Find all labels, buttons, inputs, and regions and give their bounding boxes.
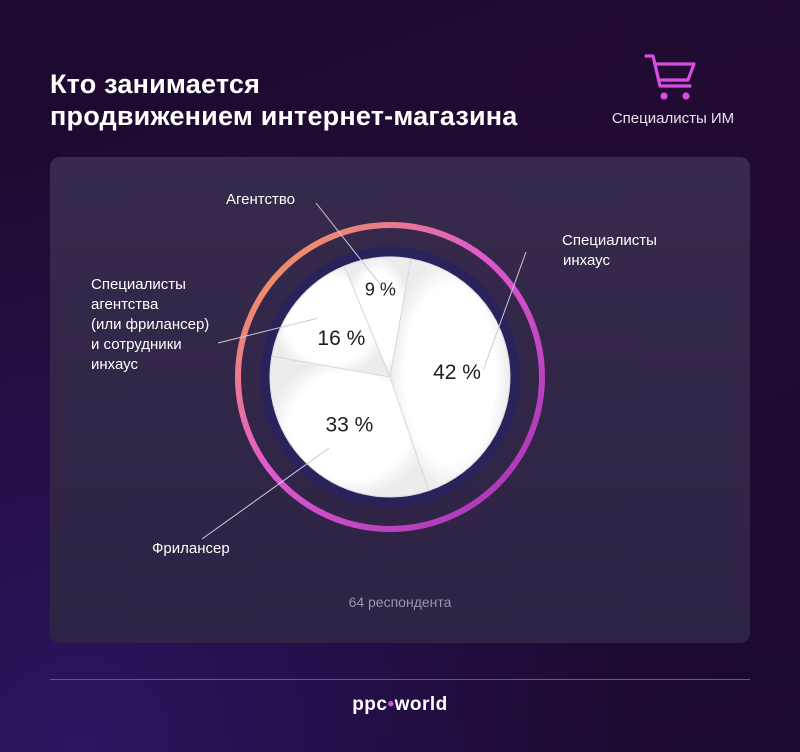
label-mixed: Специалисты агентства (или фрилансер) и … <box>91 275 209 375</box>
pie-slice-agency <box>343 256 412 379</box>
label-mixed-line-2: агентства <box>91 296 159 313</box>
label-inhouse: Специалисты инхаус <box>562 231 657 271</box>
leader-line-freelancer <box>201 447 330 540</box>
label-mixed-line-3: (или фрилансер) <box>91 316 210 333</box>
slice-value-label: 16 % <box>317 327 365 350</box>
leader-line-agency <box>315 202 381 285</box>
logo-part-2: world <box>394 694 448 715</box>
label-mixed-line-1: Специалисты <box>91 276 186 293</box>
page-title-line-2: продвижением интернет-магазина <box>50 101 518 131</box>
page-title-line-1: Кто занимается <box>50 69 261 99</box>
pie-slice-mixed <box>271 265 391 378</box>
pie-outer-ring <box>235 222 545 532</box>
page-title: Кто занимается продвижением интернет-маг… <box>50 68 518 132</box>
cart-icon <box>644 54 696 100</box>
category-badge: Специалисты ИМ <box>598 50 748 127</box>
label-inhouse-line-1: Специалисты <box>562 232 657 249</box>
leader-line-mixed <box>217 317 318 344</box>
leader-line-inhouse <box>482 251 527 370</box>
pie-chart: 42 % 33 % 16 % 9 % <box>201 202 545 540</box>
slice-value-label: 33 % <box>325 413 373 436</box>
pie-slice-inhouse <box>389 258 511 492</box>
label-agency: Агентство <box>226 191 295 208</box>
respondents-note: 64 респондента <box>348 594 452 610</box>
slice-value-label: 42 % <box>433 361 481 384</box>
footer-divider <box>50 679 750 680</box>
logo-part-1: ppc <box>352 694 388 715</box>
label-mixed-line-5: инхаус <box>91 356 138 373</box>
label-mixed-line-4: и сотрудники <box>91 336 182 353</box>
brand-logo: ppc•world <box>0 694 800 716</box>
label-inhouse-line-2: инхаус <box>563 252 610 269</box>
logo-dot-icon: • <box>387 694 395 715</box>
slice-value-label: 9 % <box>365 280 396 300</box>
chart-card: 42 % 33 % 16 % 9 % Агентство Специалисты ин… <box>50 157 750 643</box>
badge-label: Специалисты ИМ <box>611 110 735 127</box>
label-freelancer: Фрилансер <box>152 540 230 557</box>
